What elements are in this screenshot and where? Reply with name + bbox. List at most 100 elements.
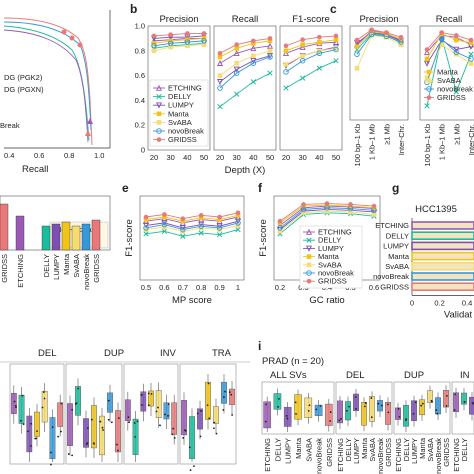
- panel-a-curve-delly: [3, 25, 90, 141]
- tool-label: GRIDSS: [92, 254, 101, 283]
- box: [353, 393, 360, 411]
- box: [361, 402, 368, 426]
- series-line: [219, 40, 271, 58]
- marker-gridss: [324, 201, 330, 206]
- box: [90, 405, 97, 449]
- data-point: [230, 393, 233, 396]
- x-tick-label: 30: [232, 153, 240, 162]
- data-point: [278, 397, 280, 400]
- data-point: [370, 416, 373, 419]
- legend-label: LUMPY: [318, 244, 344, 253]
- series-line: [145, 216, 239, 224]
- x-tick-label: 0.2: [275, 283, 285, 292]
- marker-novobreak: [250, 60, 257, 66]
- chart-g-title: HCC1395: [415, 204, 457, 215]
- marker-svaba: [424, 75, 430, 80]
- panel-a-xtick: 0.6: [34, 151, 44, 160]
- marker-svaba: [180, 228, 186, 234]
- marker-delly: [234, 91, 240, 97]
- facet-frame: [335, 381, 393, 435]
- series-line: [219, 55, 271, 83]
- panel-h-sv-type: DEL: [38, 348, 56, 359]
- marker-gridss: [277, 218, 283, 224]
- data-point: [107, 418, 110, 421]
- bar: [51, 223, 61, 251]
- x-tick-label: 40: [315, 153, 323, 162]
- data-point: [231, 414, 234, 416]
- marker-manta: [426, 69, 432, 75]
- box: [283, 406, 292, 427]
- marker-gridss: [168, 32, 173, 37]
- marker-delly: [453, 89, 459, 95]
- data-point: [140, 394, 143, 396]
- data-point: [71, 408, 74, 411]
- marker-delly: [216, 231, 223, 238]
- series-line: [285, 35, 337, 47]
- series-line: [153, 40, 205, 47]
- tool-label: GRIDSS: [325, 438, 334, 467]
- data-point: [414, 401, 417, 404]
- x-tick-label: 0.4: [462, 298, 472, 307]
- series-line: [356, 33, 402, 55]
- box: [140, 391, 147, 412]
- data-point: [397, 407, 400, 410]
- marker-svaba: [398, 42, 404, 48]
- marker-manta: [454, 37, 459, 43]
- x-tick-label: 20: [150, 153, 158, 162]
- data-point: [377, 402, 380, 405]
- y-axis-label: F1-score: [258, 219, 269, 256]
- series-line: [285, 49, 337, 73]
- chart-e: 0.5 0.6 0.7 0.8 0.9 1 MP score F1-score: [124, 195, 245, 306]
- x-axis-label: MP score: [172, 295, 212, 306]
- box: [419, 399, 426, 416]
- panel-i-boxes: [261, 381, 474, 435]
- series-line: [285, 47, 337, 65]
- tool-label: novoBreak: [434, 438, 443, 474]
- data-point: [93, 442, 95, 445]
- data-point: [295, 412, 297, 415]
- panel-i-sv-type: ALL SVs: [270, 370, 307, 381]
- marker-lumpy: [453, 46, 460, 53]
- marker-gridss: [439, 30, 444, 35]
- tool-label: DELLY: [42, 254, 51, 277]
- data-point: [41, 406, 44, 409]
- panel-a-xtick: 0.4: [4, 151, 14, 160]
- data-point: [141, 404, 143, 406]
- tool-label: ETCHING: [336, 438, 345, 472]
- marker-svaba: [201, 42, 207, 47]
- category-label: LUMPY: [383, 242, 409, 251]
- marker-gridss: [267, 36, 273, 41]
- data-point: [157, 406, 159, 409]
- marker-svaba: [217, 227, 222, 232]
- marker-novobreak: [368, 31, 375, 38]
- y-tick-label: 0.6: [135, 71, 145, 80]
- data-point: [150, 393, 153, 395]
- chart-c: Precision 100 bp–1 Kb 1 Kb–1 Mb ≥1 Mb Inter-…: [349, 14, 474, 167]
- marker-gridss: [251, 38, 256, 44]
- legend-label: novoBreak: [168, 127, 204, 136]
- bar: [41, 225, 51, 251]
- marker-svaba: [267, 48, 273, 54]
- marker-novobreak: [143, 225, 149, 231]
- data-point: [308, 404, 311, 407]
- marker-delly: [198, 230, 204, 236]
- marker-svaba: [468, 61, 474, 66]
- tool-label: DELLY: [460, 438, 469, 461]
- data-point: [155, 410, 158, 413]
- tool-label: novoBreak: [315, 438, 324, 474]
- data-point: [264, 420, 267, 423]
- marker-gridss: [333, 33, 339, 39]
- box: [82, 418, 89, 448]
- facet-frame: [349, 25, 409, 121]
- x-axis-label: Validat: [444, 309, 473, 320]
- data-point: [182, 437, 185, 439]
- category-label: novoBreak: [373, 272, 409, 281]
- marker-svaba: [156, 120, 162, 125]
- series-line: [426, 32, 472, 50]
- panel-label-e: e: [122, 181, 129, 195]
- x-tick-label: 50: [200, 153, 208, 162]
- box: [403, 405, 410, 427]
- series-line: [145, 212, 239, 220]
- x-tick-label: 50: [332, 153, 340, 162]
